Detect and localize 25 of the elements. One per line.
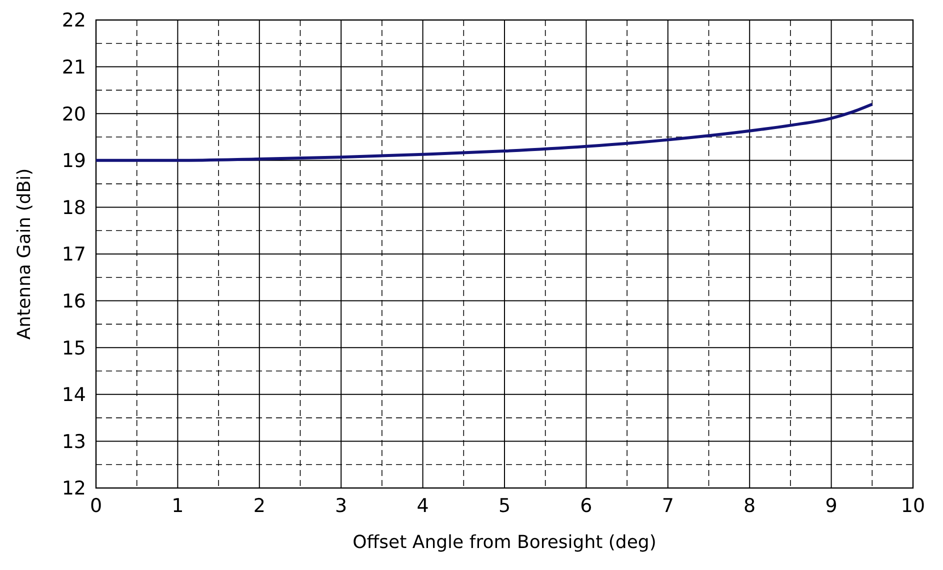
y-tick-label: 16 bbox=[62, 290, 86, 312]
x-tick-label: 9 bbox=[825, 495, 838, 517]
y-tick-label: 19 bbox=[62, 150, 86, 172]
x-tick-label: 6 bbox=[580, 495, 592, 517]
x-tick-label: 7 bbox=[662, 495, 674, 517]
y-axis-title: Antenna Gain (dBi) bbox=[14, 168, 35, 340]
x-tick-label: 2 bbox=[253, 495, 266, 517]
y-tick-label: 22 bbox=[62, 10, 86, 32]
x-tick-label: 1 bbox=[172, 495, 184, 517]
x-tick-label: 10 bbox=[900, 495, 926, 517]
y-tick-label: 13 bbox=[62, 430, 86, 453]
y-tick-label: 14 bbox=[62, 384, 86, 406]
x-tick-label: 5 bbox=[498, 495, 511, 517]
y-tick-label: 15 bbox=[62, 337, 86, 360]
x-tick-label: 4 bbox=[416, 495, 429, 517]
x-axis-title: Offset Angle from Boresight (deg) bbox=[352, 532, 656, 553]
x-tick-label: 0 bbox=[90, 495, 102, 517]
y-tick-label: 18 bbox=[62, 196, 86, 219]
x-tick-label: 3 bbox=[335, 495, 348, 517]
line-series bbox=[94, 102, 874, 162]
y-tick-label: 21 bbox=[62, 56, 86, 78]
y-tick-label: 17 bbox=[62, 244, 86, 266]
y-tick-label: 20 bbox=[62, 103, 86, 126]
y-tick-label: 12 bbox=[62, 478, 86, 500]
x-tick-label: 8 bbox=[744, 495, 756, 517]
